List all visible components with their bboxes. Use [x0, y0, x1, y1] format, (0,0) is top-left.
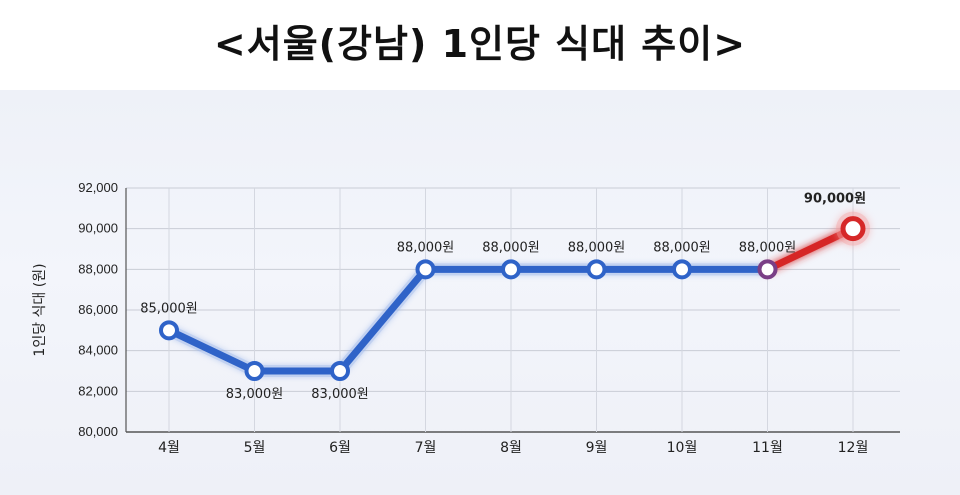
data-point — [415, 259, 436, 280]
data-point — [757, 259, 778, 280]
axes: 80,000 82,000 84,000 86,000 88,000 90,000 92,0… — [78, 180, 868, 456]
data-point — [672, 259, 692, 280]
data-point — [330, 361, 350, 381]
data-point — [244, 361, 265, 381]
series-line-glow — [166, 263, 768, 377]
data-label: 88,000원 — [653, 240, 710, 255]
x-tick-label: 7월 — [415, 440, 437, 456]
y-tick-label: 84,000 — [78, 343, 118, 358]
y-tick-label: 88,000 — [78, 261, 118, 276]
series — [159, 211, 870, 381]
x-tick-label: 12월 — [838, 440, 869, 456]
x-tick-label: 4월 — [158, 440, 180, 456]
data-label: 83,000원 — [311, 387, 368, 402]
data-point — [159, 320, 179, 341]
x-tick-label: 9월 — [586, 440, 608, 456]
data-label: 88,000원 — [568, 240, 625, 255]
data-point — [840, 216, 866, 242]
data-point — [586, 259, 607, 280]
y-axis-label: 1인당 식대 (원) — [32, 263, 48, 356]
data-label: 88,000원 — [397, 240, 454, 255]
series-line — [167, 265, 768, 375]
y-tick-label: 80,000 — [78, 424, 118, 439]
x-tick-label: 5월 — [244, 440, 266, 456]
grid — [126, 187, 900, 433]
data-labels: 85,000원 83,000원 83,000원 88,000원 88,000원 88,00… — [140, 192, 866, 402]
x-tick-label: 6월 — [329, 440, 351, 456]
data-label: 88,000원 — [739, 240, 796, 255]
data-point — [501, 259, 521, 280]
x-tick-label: 8월 — [500, 440, 522, 456]
chart-panel — [0, 90, 960, 495]
data-label: 83,000원 — [226, 387, 283, 402]
chart-title: <서울(강남) 1인당 식대 추이> — [213, 22, 747, 66]
x-tick-label: 10월 — [667, 440, 698, 456]
data-label: 90,000원 — [804, 192, 866, 207]
y-tick-label: 92,000 — [78, 180, 118, 195]
data-label: 88,000원 — [482, 240, 539, 255]
y-tick-label: 90,000 — [78, 221, 118, 236]
data-label: 85,000원 — [140, 301, 197, 316]
y-tick-label: 82,000 — [78, 383, 118, 398]
x-tick-label: 11월 — [752, 440, 783, 456]
y-tick-label: 86,000 — [78, 302, 118, 317]
